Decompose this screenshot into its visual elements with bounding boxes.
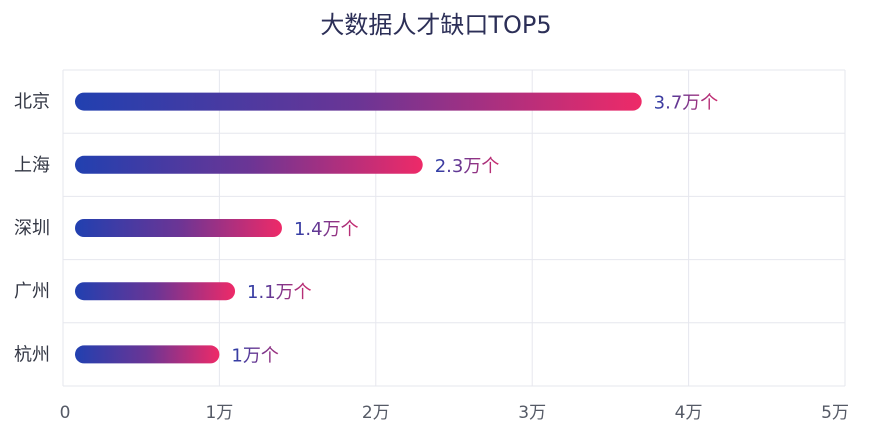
x-tick-label: 5万 [821,403,849,423]
bar [75,155,423,174]
category-label: 杭州 [14,344,50,365]
category-label: 上海 [14,155,50,176]
value-label: 1.1万个 [247,282,312,303]
category-label: 深圳 [14,218,50,239]
chart-title: 大数据人才缺口TOP5 [320,11,551,39]
value-label: 1万个 [231,345,278,366]
bar [75,219,282,237]
x-tick-label: 4万 [675,403,703,423]
bar [75,282,236,301]
x-axis-ticks: 0 1万 2万 3万 4万 5万 [60,403,849,423]
x-tick-label: 3万 [518,403,546,423]
value-label: 1.4万个 [294,219,359,240]
x-tick-label: 1万 [205,403,233,423]
category-label: 北京 [14,92,50,113]
bar [75,345,220,364]
x-tick-label: 0 [60,403,71,423]
bar [75,92,642,111]
grid [62,69,846,387]
x-tick-label: 2万 [362,403,390,423]
value-label: 3.7万个 [654,93,719,114]
category-label: 广州 [14,281,50,302]
value-label: 2.3万个 [435,156,500,177]
